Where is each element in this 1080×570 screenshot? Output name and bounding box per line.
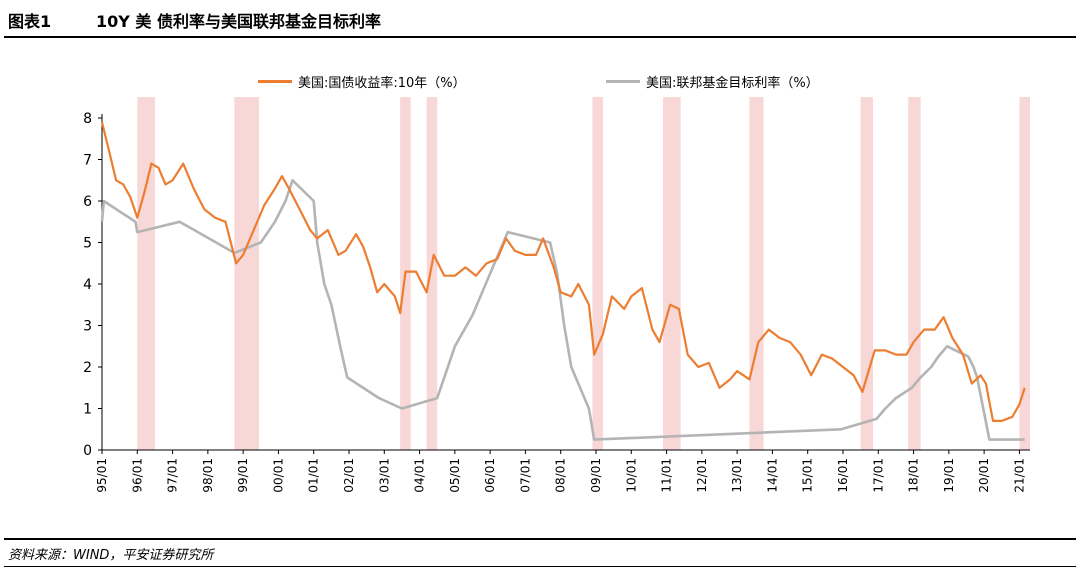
shaded-period-9: [1019, 97, 1030, 450]
series-line-1: [100, 179, 1025, 441]
shaded-period-0: [137, 97, 155, 450]
x-tick-label-22: 17/01: [871, 458, 885, 493]
chart-axes: [98, 114, 1030, 454]
x-tick-label-6: 01/01: [307, 458, 321, 493]
x-tick-label-11: 06/01: [483, 458, 497, 493]
x-tick-label-19: 14/01: [765, 458, 779, 493]
line-chart: 0 1 2 3 4 5 6 7 8 95/01 96/01 97/01 98/01 99/01 00/01 0…: [83, 97, 1030, 493]
y-tick-label-5: 5: [83, 236, 92, 252]
legend-label-10y-yield: 美国:国债收益率:10年（%）: [298, 75, 466, 91]
x-tick-label-23: 18/01: [907, 458, 921, 493]
x-tick-label-25: 20/01: [977, 458, 991, 493]
chart-tick-labels: 0 1 2 3 4 5 6 7 8 95/01 96/01 97/01 98/01 99/01 00/01 0…: [83, 111, 1026, 493]
x-tick-label-24: 19/01: [942, 458, 956, 493]
x-tick-label-9: 04/01: [413, 458, 427, 493]
x-tick-label-21: 16/01: [836, 458, 850, 493]
x-tick-label-17: 12/01: [695, 458, 709, 493]
x-tick-label-0: 95/01: [95, 458, 109, 493]
shaded-period-3: [426, 97, 438, 450]
y-tick-label-0: 0: [83, 443, 92, 459]
x-tick-label-13: 08/01: [554, 458, 568, 493]
y-tick-label-7: 7: [83, 153, 92, 169]
source-note: 资料来源：WIND，平安证券研究所: [8, 548, 214, 563]
y-tick-label-6: 6: [83, 194, 92, 210]
x-tick-label-7: 02/01: [342, 458, 356, 493]
legend-swatch-10y-yield: [258, 79, 292, 83]
legend-swatch-fed-rate: [606, 79, 640, 83]
x-tick-label-10: 05/01: [448, 458, 462, 493]
shaded-period-1: [234, 97, 260, 450]
x-tick-label-1: 96/01: [130, 458, 144, 493]
legend-label-fed-rate: 美国:联邦基金目标利率（%）: [646, 75, 819, 91]
shaded-period-5: [663, 97, 681, 450]
y-tick-label-4: 4: [83, 277, 92, 293]
footer-divider: [4, 538, 1076, 540]
legend-item-10y-yield: 美国:国债收益率:10年（%）: [258, 70, 466, 92]
series-line-0: [100, 121, 1026, 422]
y-tick-label-3: 3: [83, 319, 92, 335]
header-divider: [4, 36, 1076, 38]
shaded-period-8: [908, 97, 921, 450]
x-tick-label-12: 07/01: [518, 458, 532, 493]
y-tick-label-1: 1: [83, 402, 92, 418]
x-tick-label-15: 10/01: [624, 458, 638, 493]
x-tick-label-18: 13/01: [730, 458, 744, 493]
x-tick-label-26: 21/01: [1012, 458, 1026, 493]
shaded-period-7: [860, 97, 873, 450]
chart-legend: 美国:国债收益率:10年（%） 美国:联邦基金目标利率（%）: [0, 70, 1080, 92]
x-tick-label-4: 99/01: [236, 458, 250, 493]
figure-number: 图表1: [8, 12, 52, 31]
y-tick-label-8: 8: [83, 111, 92, 127]
legend-item-fed-rate: 美国:联邦基金目标利率（%）: [606, 70, 819, 92]
figure-title: 10Y 美 债利率与美国联邦基金目标利率: [96, 12, 381, 31]
figure-header: 图表1 10Y 美 债利率与美国联邦基金目标利率: [0, 0, 1080, 38]
x-tick-label-20: 15/01: [801, 458, 815, 493]
x-tick-label-16: 11/01: [660, 458, 674, 493]
y-tick-label-2: 2: [83, 360, 92, 376]
bottom-divider: [4, 566, 1076, 567]
x-tick-label-3: 98/01: [201, 458, 215, 493]
x-tick-label-8: 03/01: [377, 458, 391, 493]
shaded-period-6: [749, 97, 764, 450]
shaded-period-4: [592, 97, 604, 450]
x-tick-label-5: 00/01: [271, 458, 285, 493]
x-tick-label-14: 09/01: [589, 458, 603, 493]
chart-series: [100, 121, 1026, 441]
x-tick-label-2: 97/01: [166, 458, 180, 493]
